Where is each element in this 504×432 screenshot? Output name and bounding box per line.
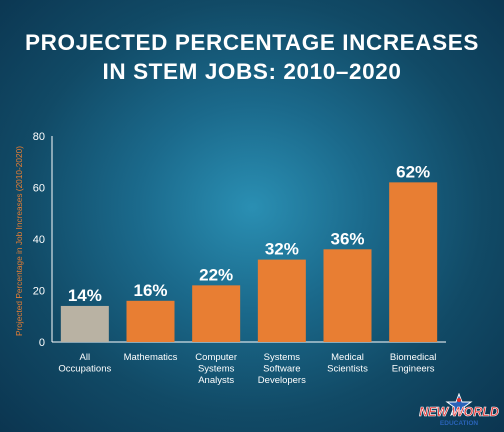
category-label: Systems Software Developers [258, 352, 306, 386]
y-tick-label: 20 [33, 286, 45, 298]
y-tick-label: 0 [39, 337, 45, 349]
logo-star-icon [445, 393, 473, 417]
data-labels: 14% 16% 22% 32% 36% 62% [68, 162, 430, 305]
y-axis-ticks: 0 20 40 60 80 [33, 131, 45, 349]
bar [60, 305, 109, 342]
y-axis-title: Projected Percentage in Job Increases (2… [14, 146, 24, 336]
category-label: All Occupations [58, 352, 111, 375]
category-label: Biomedical Engineers [390, 352, 436, 375]
bar [192, 285, 241, 342]
bar [389, 182, 438, 342]
bar [257, 259, 306, 342]
chart-title: PROJECTED PERCENTAGE INCREASES IN STEM J… [0, 28, 504, 86]
data-label: 32% [265, 240, 299, 259]
data-label: 14% [68, 286, 102, 305]
chart-title-line-2: IN STEM JOBS: 2010–2020 [102, 59, 402, 84]
category-label: Computer Systems Analysts [195, 352, 237, 386]
y-tick-label: 80 [33, 131, 45, 143]
chart-title-line-1: PROJECTED PERCENTAGE INCREASES [25, 30, 479, 55]
logo-figure-head-icon [457, 398, 461, 402]
category-label: Mathematics [124, 352, 178, 363]
bar [323, 249, 372, 342]
data-label: 36% [330, 229, 364, 248]
category-label: Medical Scientists [327, 352, 368, 375]
bar [126, 300, 175, 342]
logo-text-line-1: NEW WORLD [419, 405, 499, 419]
y-tick-label: 40 [33, 234, 45, 246]
logo-text-line-2: EDUCATION [440, 420, 478, 427]
data-label: 62% [396, 162, 430, 181]
new-world-education-logo: NEW WORLD EDUCATION [419, 393, 499, 427]
y-axis-title-group: Projected Percentage in Job Increases (2… [14, 146, 24, 336]
category-labels: All Occupations Mathematics Computer Systems… [58, 352, 436, 386]
bars [60, 182, 438, 342]
data-label: 16% [133, 281, 167, 300]
data-label: 22% [199, 265, 233, 284]
y-tick-label: 60 [33, 183, 45, 195]
